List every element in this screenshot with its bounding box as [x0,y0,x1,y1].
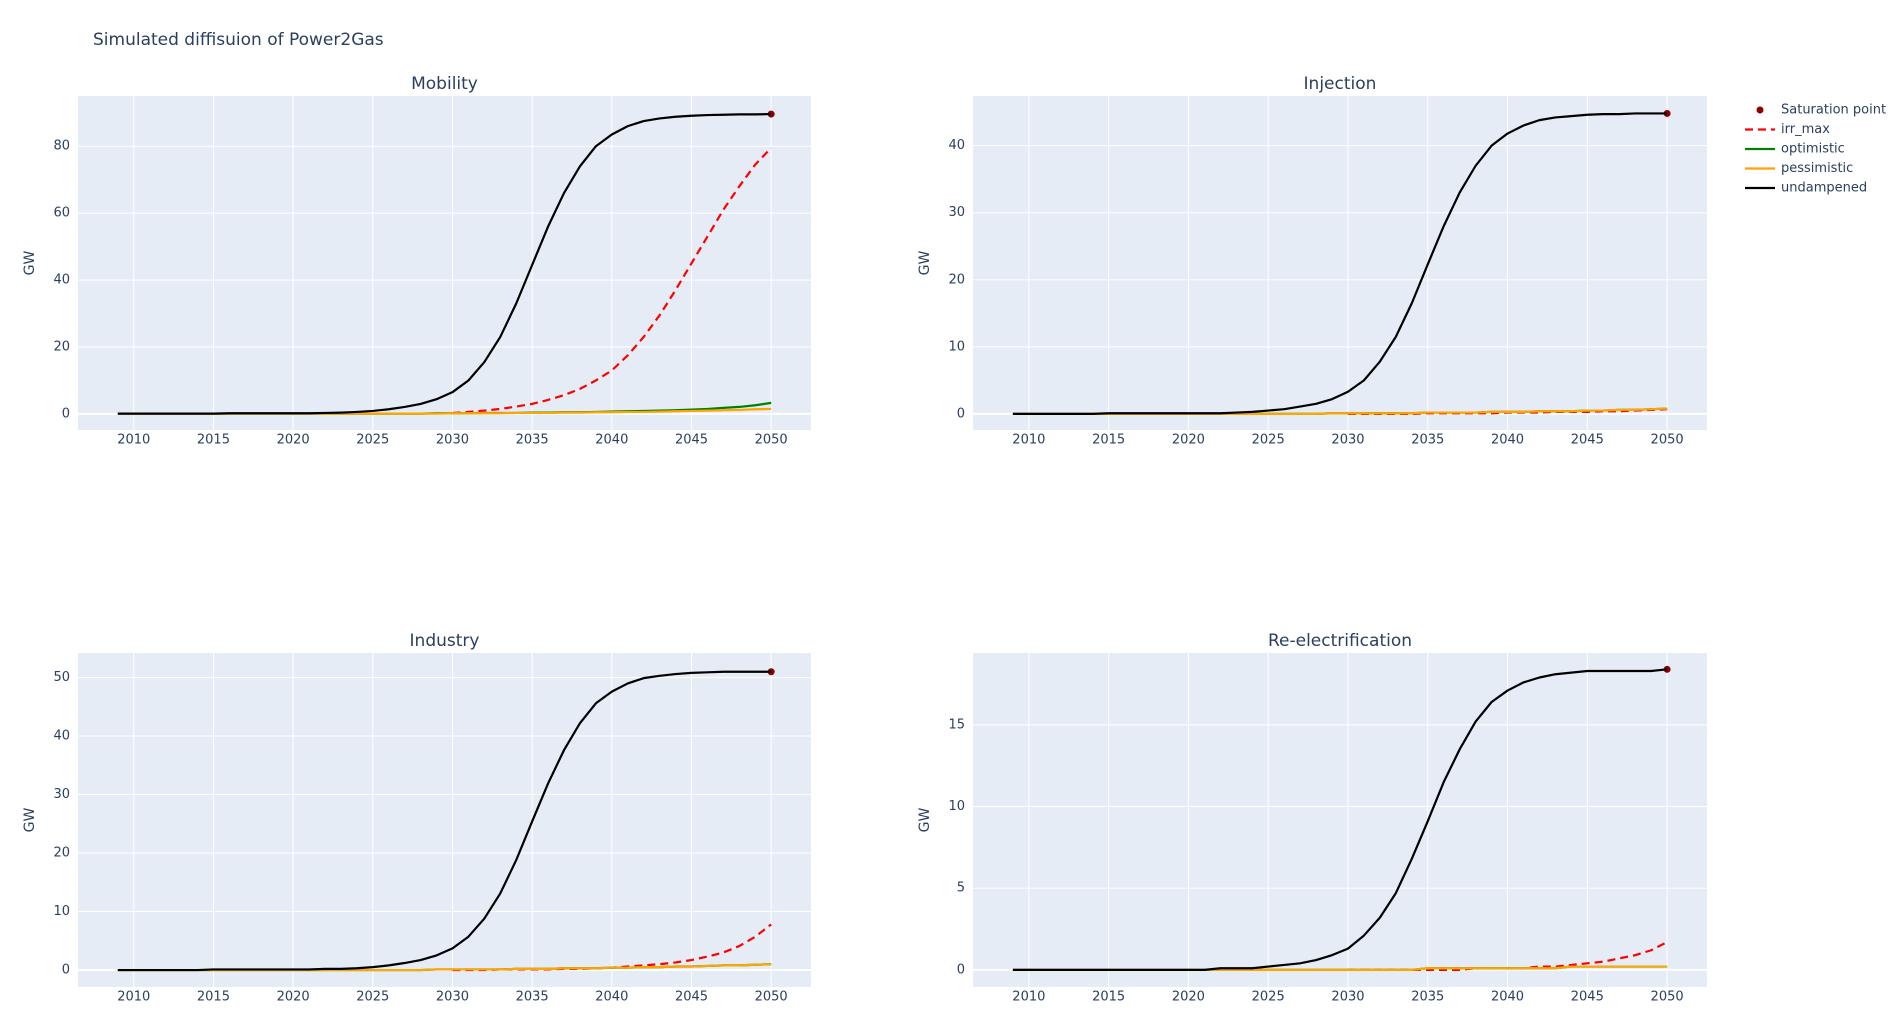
y-axis-label: GW [22,251,38,276]
y-tick-label: 0 [957,406,965,421]
x-tick-label: 2040 [1491,990,1524,1005]
legend: Saturation point irr_max optimistic pessimi… [1745,103,1886,196]
x-tick-label: 2050 [1651,990,1684,1005]
saturation-marker [767,110,775,118]
x-tick-label: 2010 [117,990,150,1005]
x-tick-label: 2020 [277,990,310,1005]
subplot: 2010 2015 2020 2025 2030 2035 2040 2045 2050 0 5 10… [917,631,1707,1005]
x-tick-label: 2050 [755,990,788,1005]
subplot: 2010 2015 2020 2025 2030 2035 2040 2045 20500102… [22,631,811,1005]
series-line [117,670,772,972]
y-tick-label: 0 [957,962,965,977]
y-tick-label: 20 [53,340,70,355]
subplot: 2010 2015 2020 2025 2030 2035 2040 2045 20500204… [22,74,811,448]
x-tick-label: 2025 [1252,990,1285,1005]
series-line [452,147,772,415]
y-tick-label: 10 [948,799,965,814]
series-line [1012,112,1668,415]
y-tick-label: 80 [53,139,70,154]
legend-label: pessimistic [1781,161,1853,176]
y-tick-label: 30 [53,787,70,802]
x-tick-label: 2035 [1411,990,1444,1005]
x-tick-label: 2035 [516,433,549,448]
y-tick-label: 10 [53,904,70,919]
x-tick-label: 2045 [675,433,708,448]
y-axis-label: GW [917,251,933,276]
subplot-title: Industry [410,631,480,651]
legend-label: undampened [1781,181,1867,196]
x-tick-label: 2025 [356,990,389,1005]
x-tick-label: 2030 [1331,990,1364,1005]
x-tick-label: 2040 [595,990,628,1005]
legend-label: Saturation point [1781,103,1886,118]
figure-title: Simulated diffisuion of Power2Gas [93,30,384,50]
y-tick-label: 10 [948,339,965,354]
legend-label: optimistic [1781,142,1845,157]
x-tick-label: 2040 [1491,433,1524,448]
x-tick-label: 2015 [1092,433,1125,448]
subplot: 2010 2015 2020 2025 2030 2035 2040 2045 20500102… [917,74,1707,448]
x-tick-label: 2050 [1651,433,1684,448]
x-tick-label: 2035 [516,990,549,1005]
y-tick-label: 0 [62,406,70,421]
y-tick-label: 50 [53,670,70,685]
x-tick-label: 2025 [1252,433,1285,448]
x-tick-label: 2020 [1172,990,1205,1005]
y-tick-label: 20 [948,272,965,287]
plot-background [78,653,811,987]
y-axis-label: GW [22,808,38,833]
series-line [1012,668,1668,971]
plot-background [973,653,1707,987]
legend-label: irr_max [1781,122,1830,137]
saturation-marker [767,668,775,676]
y-tick-label: 40 [53,273,70,288]
x-tick-label: 2045 [1571,990,1604,1005]
series-line [117,112,772,415]
x-tick-label: 2035 [1411,433,1444,448]
x-tick-label: 2025 [356,433,389,448]
x-tick-label: 2030 [436,433,469,448]
x-tick-label: 2015 [1092,990,1125,1005]
y-tick-label: 40 [53,729,70,744]
y-tick-label: 5 [957,881,965,896]
x-tick-label: 2020 [1172,433,1205,448]
x-tick-label: 2020 [277,433,310,448]
y-tick-label: 0 [62,963,70,978]
legend-marker [1756,106,1764,114]
subplot-title: Mobility [411,74,478,94]
x-tick-label: 2030 [436,990,469,1005]
x-tick-label: 2015 [197,990,230,1005]
x-tick-label: 2045 [675,990,708,1005]
x-tick-label: 2045 [1571,433,1604,448]
x-tick-label: 2030 [1331,433,1364,448]
x-tick-label: 2010 [1012,990,1045,1005]
subplot-title: Re-electrification [1268,631,1412,651]
subplot-title: Injection [1304,74,1377,94]
plot-background [78,96,811,430]
x-tick-label: 2015 [197,433,230,448]
x-tick-label: 2050 [755,433,788,448]
y-tick-label: 20 [53,846,70,861]
y-tick-label: 40 [948,138,965,153]
y-tick-label: 15 [948,717,965,732]
y-tick-label: 60 [53,206,70,221]
x-tick-label: 2010 [117,433,150,448]
x-tick-label: 2010 [1012,433,1045,448]
x-tick-label: 2040 [595,433,628,448]
plot-background [973,96,1707,430]
y-tick-label: 30 [948,205,965,220]
y-axis-label: GW [917,808,933,833]
